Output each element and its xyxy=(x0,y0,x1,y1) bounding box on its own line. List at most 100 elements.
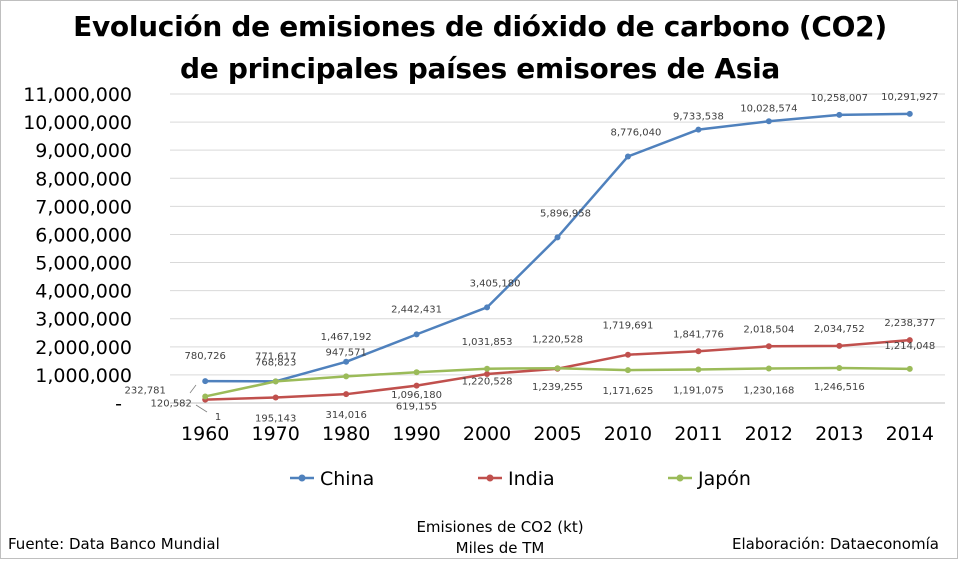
source-note: Fuente: Data Banco Mundial xyxy=(8,535,220,553)
data-label: 1,239,255 xyxy=(532,382,583,393)
x-tick-label: 2010 xyxy=(604,423,652,445)
y-tick-label: 6,000,000 xyxy=(35,224,132,246)
data-point xyxy=(484,371,491,378)
data-point xyxy=(624,153,631,160)
data-label: 1,719,691 xyxy=(603,321,654,332)
leader-line xyxy=(195,404,208,413)
legend-swatch-marker xyxy=(298,474,306,482)
data-label: 1,096,180 xyxy=(391,390,442,401)
legend-label-japón: Japón xyxy=(697,468,751,490)
x-axis-title-line2: Miles de TM xyxy=(455,539,545,557)
legend-swatch-marker xyxy=(486,474,494,482)
y-tick-label: 11,000,000 xyxy=(23,84,132,106)
y-tick-label: 8,000,000 xyxy=(35,168,132,190)
data-label: 1,191,075 xyxy=(673,386,724,397)
data-point xyxy=(624,367,631,374)
data-label: 3,405,180 xyxy=(470,278,521,289)
data-point xyxy=(906,337,913,344)
data-point xyxy=(624,351,631,358)
data-label: 314,016 xyxy=(325,410,366,421)
data-point xyxy=(695,126,702,133)
data-label: 5,896,958 xyxy=(540,208,591,219)
y-tick-label: 3,000,000 xyxy=(35,309,132,331)
x-tick-label: 1980 xyxy=(322,423,370,445)
x-tick-label: 2005 xyxy=(533,423,581,445)
data-label: 10,291,927 xyxy=(881,92,938,103)
data-label: 780,726 xyxy=(185,351,226,362)
data-point xyxy=(343,373,350,380)
data-label: 1,031,853 xyxy=(462,337,513,348)
x-tick-label: 1960 xyxy=(181,423,229,445)
data-label: 1,214,048 xyxy=(884,341,935,352)
y-tick-label: 2,000,000 xyxy=(35,337,132,359)
x-tick-label: 1970 xyxy=(252,423,300,445)
data-point xyxy=(765,365,772,372)
data-label: 1,246,516 xyxy=(814,382,865,393)
y-tick-label: 7,000,000 xyxy=(35,196,132,218)
x-tick-label: 1990 xyxy=(392,423,440,445)
data-label: 195,143 xyxy=(255,414,296,425)
x-axis-title-line1: Emisiones de CO2 (kt) xyxy=(416,518,584,536)
leader-line xyxy=(189,384,197,394)
data-label: 2,018,504 xyxy=(743,324,794,335)
x-tick-label: 2000 xyxy=(463,423,511,445)
legend-label-india: India xyxy=(508,468,555,490)
data-point xyxy=(202,393,209,400)
data-label: 1,220,528 xyxy=(532,335,583,346)
data-label: 2,238,377 xyxy=(884,318,935,329)
data-point xyxy=(272,378,279,385)
data-label: 10,028,574 xyxy=(740,103,797,114)
data-point xyxy=(695,348,702,355)
data-point xyxy=(765,118,772,125)
data-label: 1,171,625 xyxy=(603,386,654,397)
data-point xyxy=(272,394,279,401)
x-tick-label: 2013 xyxy=(815,423,863,445)
data-point xyxy=(484,304,491,311)
data-point xyxy=(836,364,843,371)
data-point xyxy=(554,365,561,372)
data-point xyxy=(413,382,420,389)
y-tick-label: 4,000,000 xyxy=(35,281,132,303)
credit-note: Elaboración: Dataeconomía xyxy=(732,535,939,553)
y-tick-label: 1,000,000 xyxy=(35,365,132,387)
data-point xyxy=(343,391,350,398)
data-label: 768,823 xyxy=(255,357,296,368)
annotation-label: 1 xyxy=(215,412,221,423)
data-point xyxy=(554,234,561,241)
data-point xyxy=(906,110,913,117)
data-point xyxy=(343,358,350,365)
data-label: 10,258,007 xyxy=(811,93,868,104)
data-label: 771,617 xyxy=(255,351,296,362)
data-label: 619,155 xyxy=(396,402,437,413)
data-point xyxy=(906,365,913,372)
legend-label-china: China xyxy=(320,468,374,490)
data-point xyxy=(202,378,209,385)
data-label: 947,571 xyxy=(325,347,366,358)
x-tick-label: 2011 xyxy=(674,423,722,445)
data-label: 2,442,431 xyxy=(391,304,442,315)
x-tick-label: 2014 xyxy=(886,423,934,445)
chart-title-line2: de principales países emisores de Asia xyxy=(180,52,780,85)
x-tick-label: 2012 xyxy=(745,423,793,445)
y-tick-label: 5,000,000 xyxy=(35,253,132,275)
legend-swatch-marker xyxy=(676,474,684,482)
y-tick-label: 10,000,000 xyxy=(23,112,132,134)
data-label: 1,230,168 xyxy=(743,385,794,396)
data-label: 9,733,538 xyxy=(673,112,724,123)
y-tick-label: 9,000,000 xyxy=(35,140,132,162)
data-point xyxy=(695,366,702,373)
data-point xyxy=(836,111,843,118)
data-label: 8,776,040 xyxy=(611,127,662,138)
data-label: 120,582 xyxy=(151,399,192,410)
chart-title-line1: Evolución de emisiones de dióxido de car… xyxy=(73,10,887,43)
data-label: 1,841,776 xyxy=(673,329,724,340)
data-point xyxy=(836,342,843,349)
data-label: 232,781 xyxy=(125,385,166,396)
data-point xyxy=(484,365,491,372)
data-label: 1,467,192 xyxy=(321,332,372,343)
data-label: 1,220,528 xyxy=(462,377,513,388)
data-label: 2,034,752 xyxy=(814,324,865,335)
data-point xyxy=(765,343,772,350)
